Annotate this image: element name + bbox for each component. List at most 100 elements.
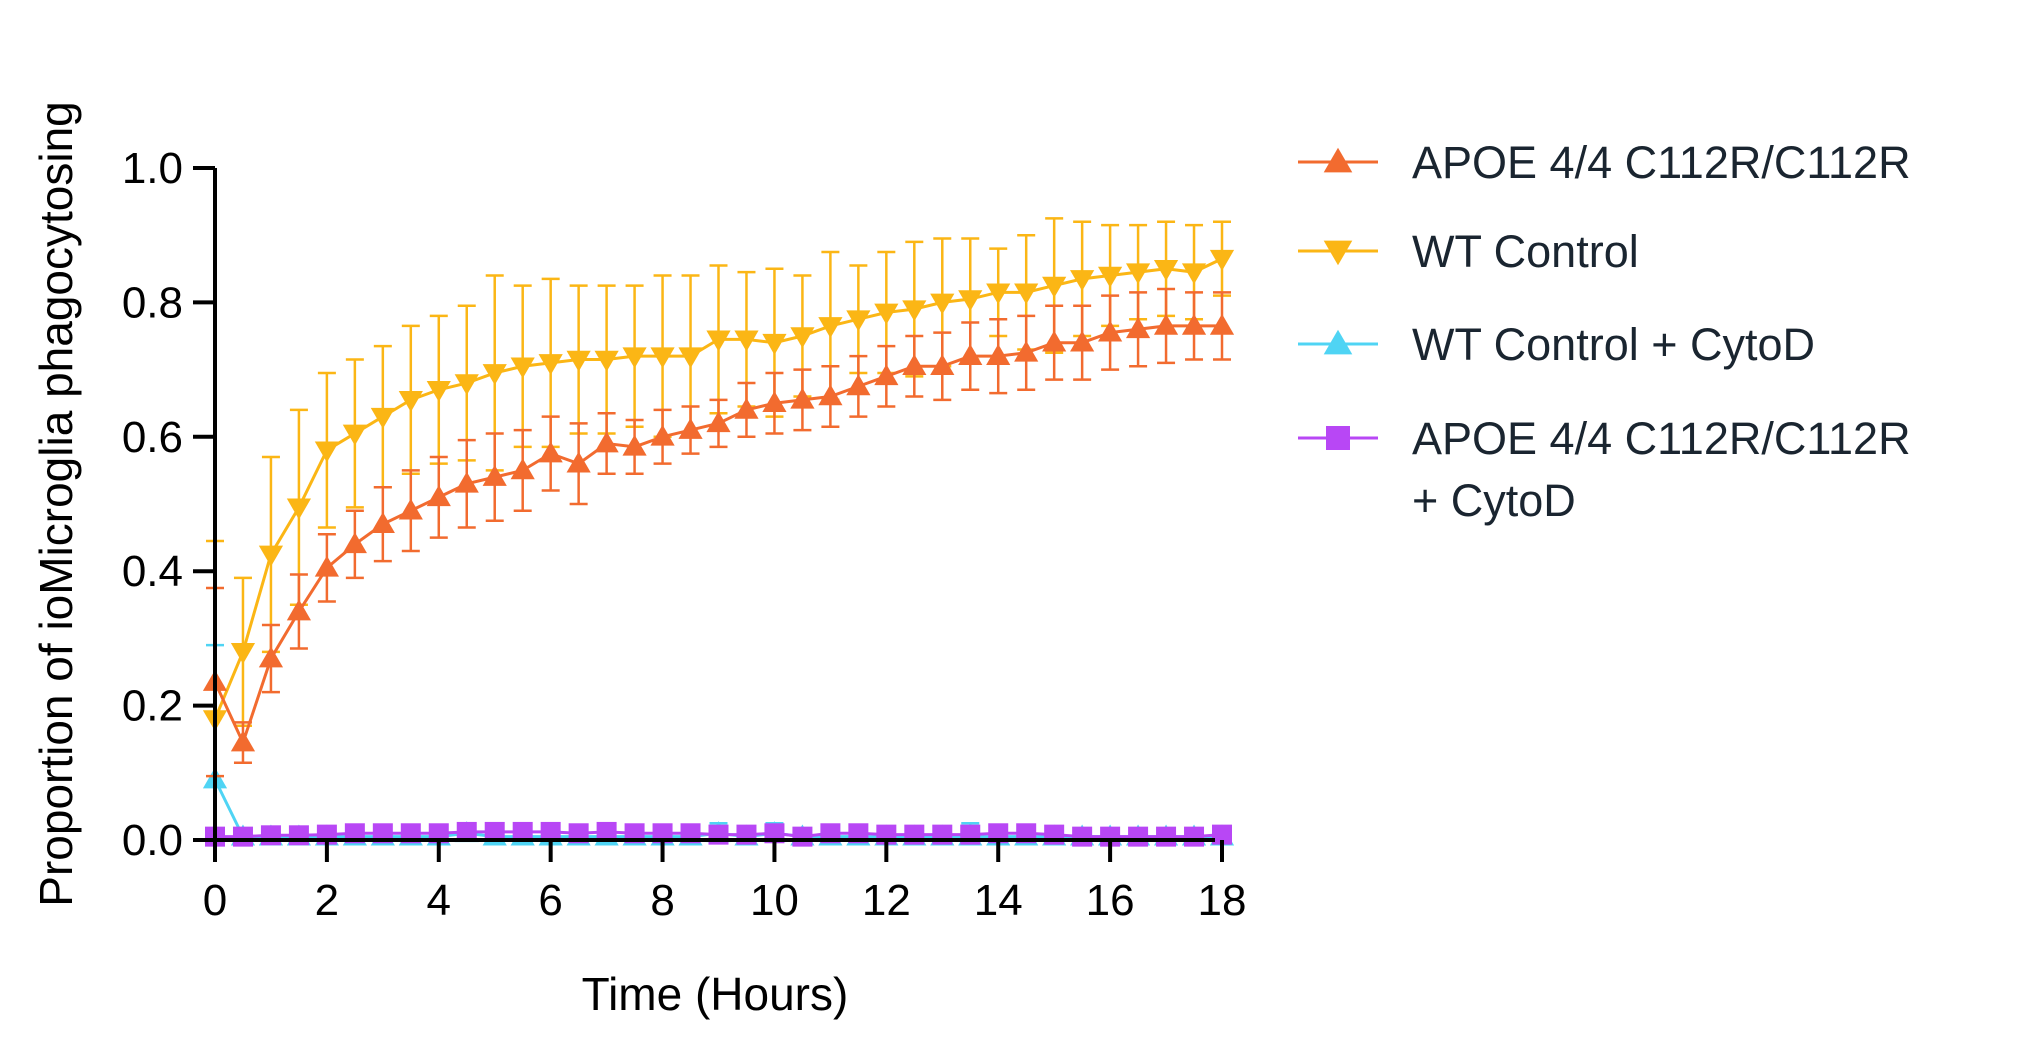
data-point	[512, 821, 533, 842]
plot-area	[202, 217, 1235, 847]
x-tick-label: 0	[203, 876, 227, 925]
series-2	[202, 643, 1235, 846]
data-point	[1098, 266, 1123, 288]
data-point	[1014, 340, 1039, 362]
data-point	[874, 364, 899, 386]
data-point	[1181, 263, 1207, 285]
data-point	[1042, 276, 1067, 298]
data-point	[456, 821, 477, 842]
data-point	[986, 344, 1011, 365]
legend-item: WT Control	[1298, 226, 1639, 277]
series-0	[202, 287, 1235, 778]
data-point	[566, 350, 591, 372]
legend-swatch-marker	[1323, 329, 1353, 355]
series-3	[205, 821, 1232, 847]
data-point	[762, 391, 787, 412]
data-point	[454, 374, 479, 396]
series-1	[202, 217, 1235, 842]
data-point	[1042, 330, 1067, 352]
y-axis-ticks: 0.0 0.2 0.4 0.6 0.8 1.0	[122, 144, 215, 865]
data-point	[288, 825, 309, 846]
data-point	[258, 545, 284, 567]
data-point	[1072, 826, 1093, 847]
data-point	[1184, 826, 1205, 847]
data-point	[1070, 270, 1095, 291]
data-point	[818, 384, 843, 406]
data-point	[1156, 826, 1177, 847]
legend-swatch-marker	[1326, 426, 1350, 450]
legend-label: APOE 4/4 C112R/C112R	[1412, 413, 1911, 464]
x-tick-label: 16	[1086, 876, 1135, 925]
data-point	[622, 434, 647, 456]
data-point	[260, 825, 281, 846]
data-point	[594, 431, 619, 453]
data-point	[482, 465, 507, 486]
data-point	[426, 485, 451, 507]
data-point	[540, 821, 561, 842]
data-point	[314, 441, 339, 463]
data-point	[818, 317, 843, 339]
x-tick-label: 8	[650, 876, 674, 925]
data-point	[790, 387, 815, 409]
data-point	[734, 397, 759, 419]
data-point	[230, 643, 256, 664]
data-point	[482, 364, 507, 386]
data-point	[846, 374, 871, 396]
legend: APOE 4/4 C112R/C112R WT Control WT Control…	[1298, 137, 1911, 526]
data-point	[594, 350, 619, 372]
data-point	[706, 411, 731, 433]
data-point	[930, 354, 955, 376]
legend-item: APOE 4/4 C112R/C112R	[1298, 137, 1911, 188]
data-point	[538, 354, 563, 375]
x-tick-label: 6	[538, 876, 562, 925]
x-axis-title: Time (Hours)	[582, 968, 849, 1020]
data-point	[678, 417, 703, 439]
y-tick-label: 0.2	[122, 682, 183, 731]
data-point	[706, 330, 731, 352]
data-point	[538, 441, 563, 463]
data-point	[566, 451, 591, 473]
legend-label: WT Control	[1412, 226, 1639, 277]
data-point	[1125, 263, 1151, 285]
data-point	[370, 407, 395, 429]
data-point	[454, 471, 479, 493]
data-point	[902, 300, 927, 322]
y-tick-label: 0.8	[122, 278, 183, 327]
legend-swatch-marker	[1323, 147, 1353, 173]
y-tick-label: 0.0	[122, 816, 183, 865]
data-point	[986, 283, 1011, 305]
data-point	[1125, 317, 1151, 339]
legend-swatch-marker	[1323, 240, 1353, 266]
data-point	[286, 498, 312, 520]
data-point	[734, 330, 759, 352]
data-point	[286, 599, 312, 621]
data-point	[622, 347, 647, 369]
data-point	[232, 826, 253, 847]
data-point	[1209, 313, 1235, 335]
data-point	[1098, 320, 1123, 342]
legend-item: WT Control + CytoD	[1298, 319, 1815, 370]
data-point	[902, 354, 927, 376]
y-tick-label: 1.0	[122, 144, 183, 193]
data-point	[596, 821, 617, 842]
axes: 0.0 0.2 0.4 0.6 0.8 1.0 0 2 4 6 8 10 12 14 16 18	[122, 144, 1247, 925]
data-point	[258, 646, 284, 668]
legend-label: WT Control + CytoD	[1412, 319, 1815, 370]
y-axis-title: Proportion of ioMicroglia phagocytosing	[30, 101, 82, 906]
data-point	[790, 327, 815, 349]
data-point	[1153, 260, 1179, 281]
data-point	[510, 458, 535, 480]
x-axis-ticks: 0 2 4 6 8 10 12 14 16 18	[203, 840, 1246, 925]
data-point	[792, 826, 813, 847]
data-point	[762, 333, 787, 355]
data-point	[958, 290, 983, 312]
data-point	[650, 347, 675, 369]
data-point	[650, 424, 675, 446]
data-point	[1128, 826, 1149, 847]
data-point	[1014, 283, 1039, 305]
data-point	[874, 303, 899, 325]
data-point	[398, 498, 423, 520]
legend-label: APOE 4/4 C112R/C112R	[1412, 137, 1911, 188]
data-point	[510, 357, 535, 379]
